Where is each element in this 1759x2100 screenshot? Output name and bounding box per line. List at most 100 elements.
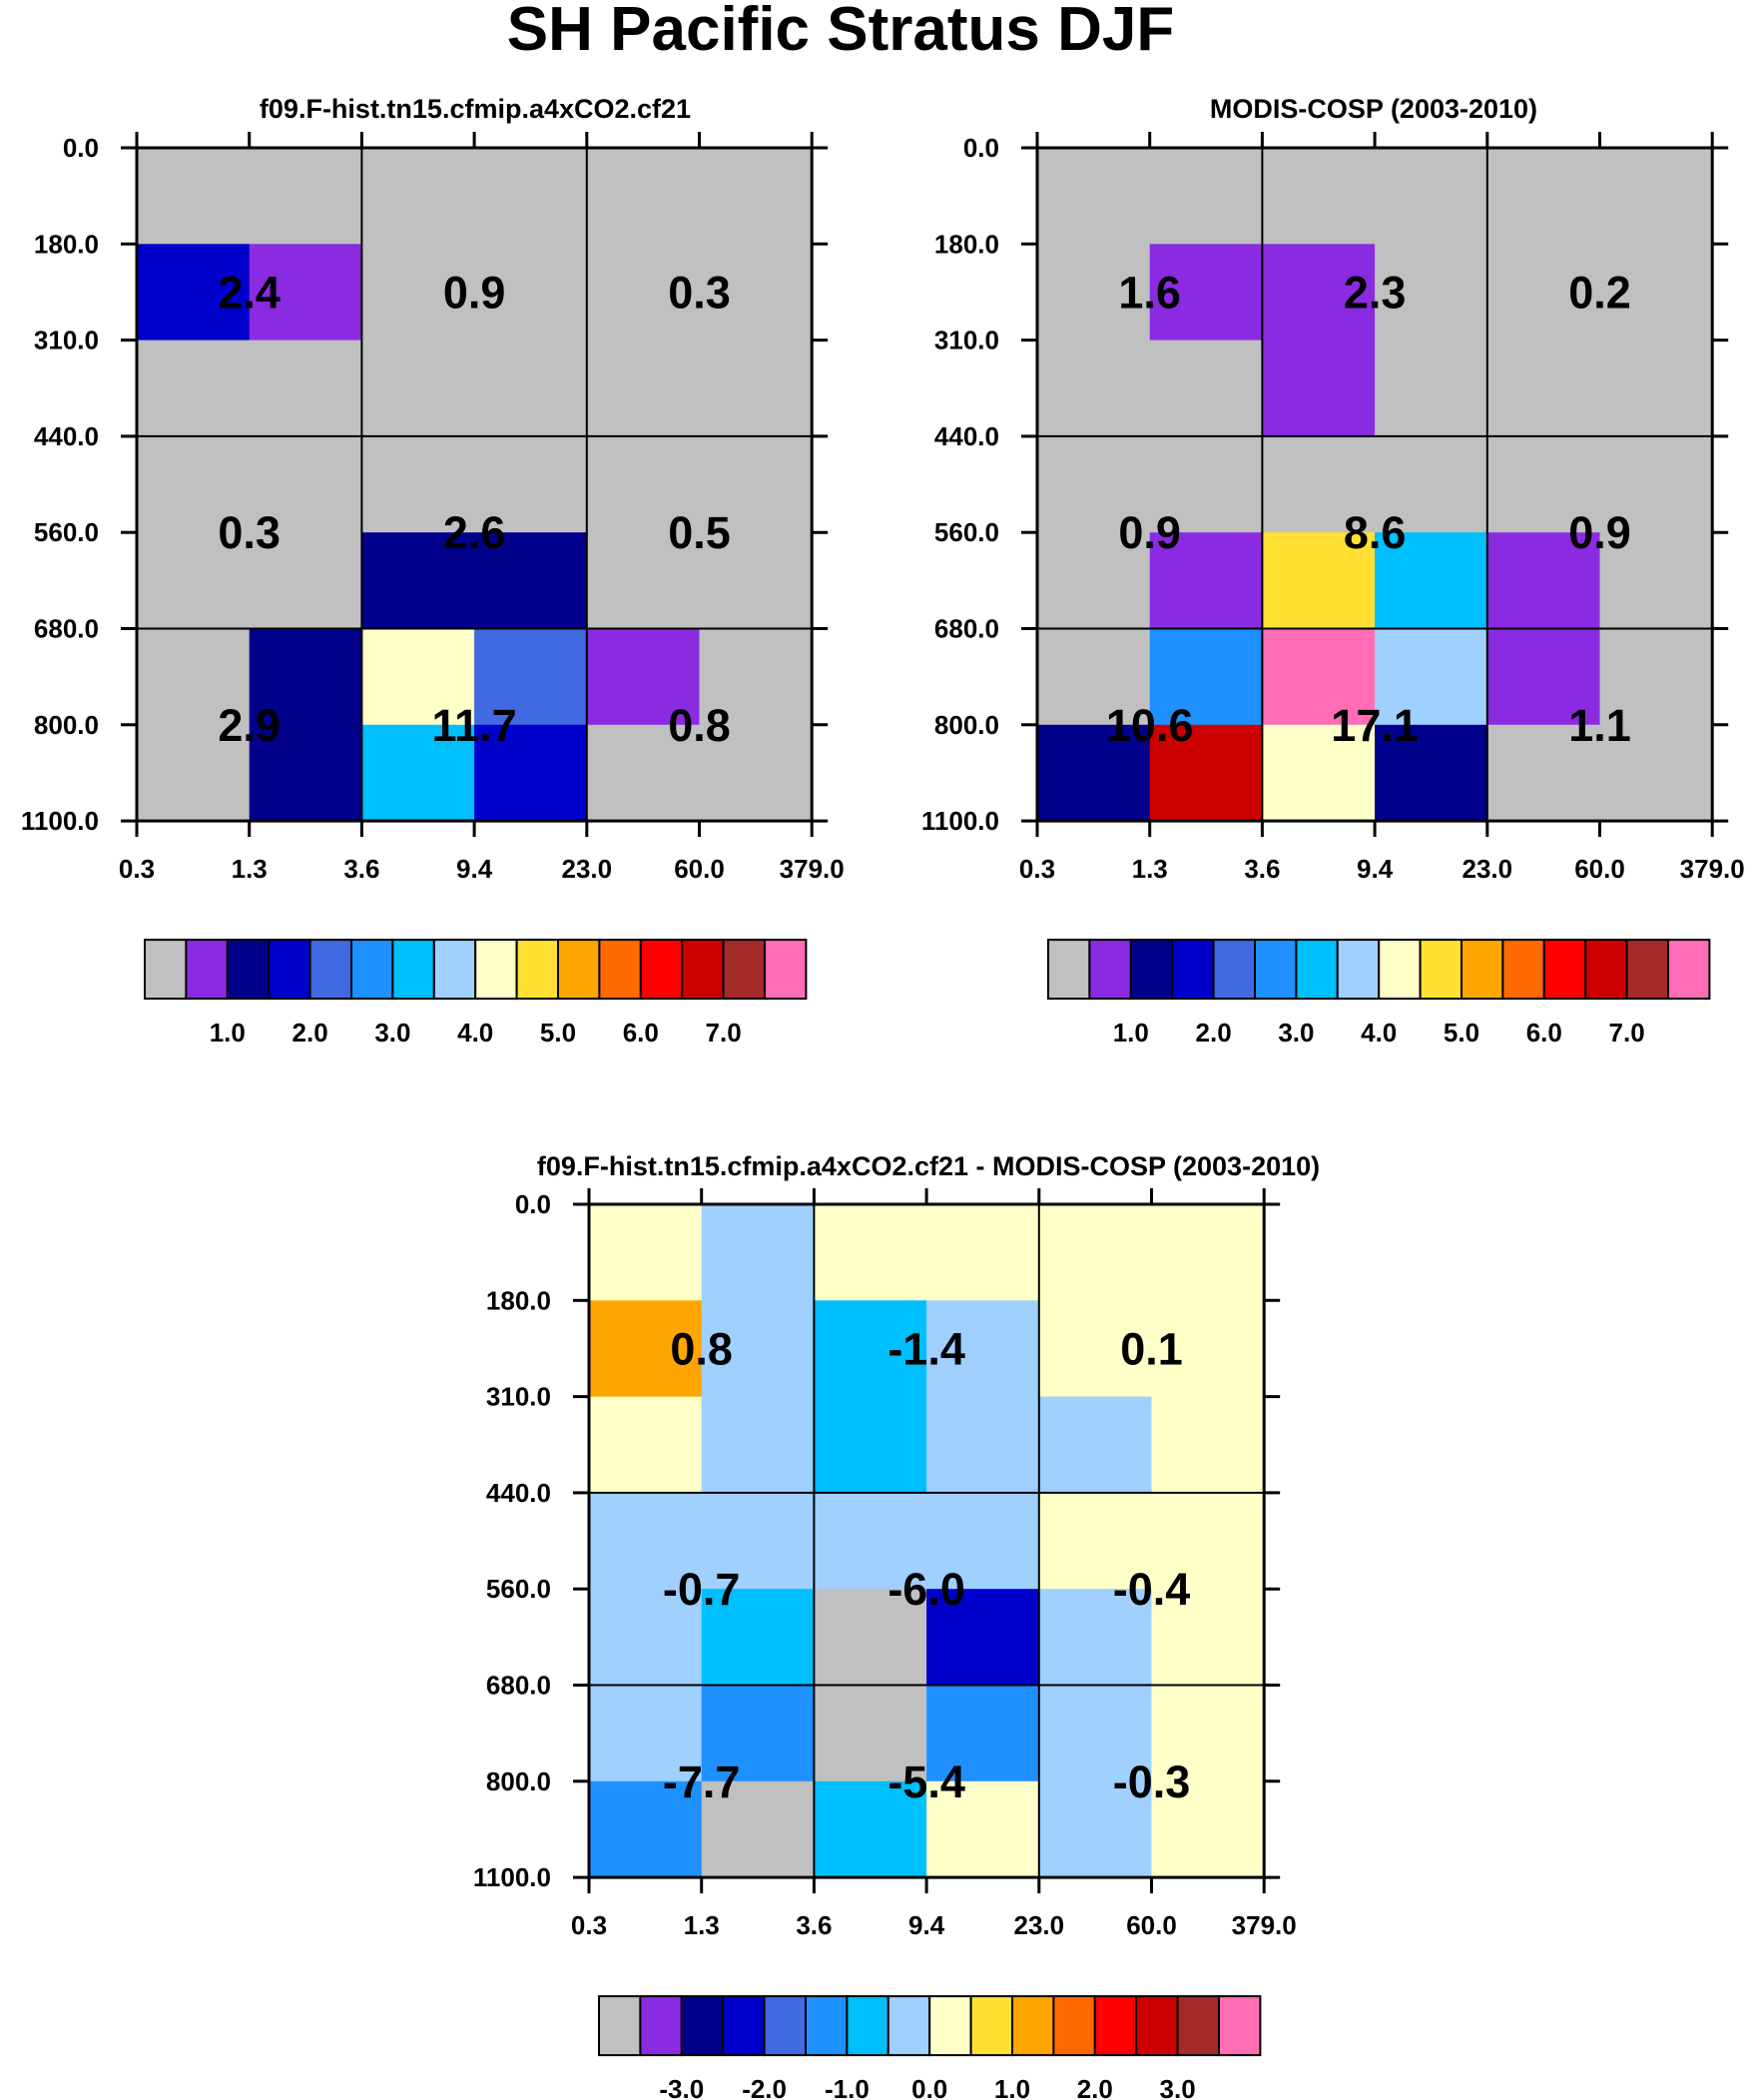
y-tick-label: 1100.0 [21, 806, 99, 836]
heatmap-cell [1375, 724, 1488, 822]
block-value-label: 0.9 [1568, 507, 1631, 558]
y-axis-labels: 0.0 180.0 310.0 440.0 560.0 680.0 800.0 … [473, 1189, 551, 1892]
x-tick-label: 60.0 [1574, 854, 1625, 884]
x-tick-label: 379.0 [1232, 1910, 1297, 1940]
y-tick-label: 560.0 [934, 517, 999, 547]
heatmap-cell [1149, 532, 1263, 630]
heatmap-cell [926, 1492, 1040, 1590]
x-tick-label: 23.0 [1013, 1910, 1064, 1940]
heatmap-cell [1151, 1300, 1265, 1398]
heatmap-cell [1262, 532, 1376, 630]
heatmap-cell [589, 1780, 703, 1878]
colorbar-label: 3.0 [1278, 1018, 1314, 1048]
block-value-labels: 0.8 -1.4 0.1 -0.7 -6.0 -0.4 -7.7 -5.4 -0… [663, 1324, 1190, 1807]
y-tick-label: 440.0 [486, 1478, 551, 1508]
panel-title: f09.F-hist.tn15.cfmip.a4xCO2.cf21 [260, 94, 691, 124]
heatmap-cell [1599, 532, 1713, 630]
block-value-label: 17.1 [1331, 700, 1419, 751]
heatmap-cell [1038, 1396, 1153, 1494]
block-value-label: 0.9 [1118, 507, 1181, 558]
block-value-label: 2.4 [218, 267, 281, 318]
heatmap-cell [1262, 628, 1376, 726]
colorbar-box [1336, 939, 1381, 1001]
heatmap-cell [474, 532, 588, 630]
block-value-label: 8.6 [1344, 507, 1407, 558]
heatmap-cell [701, 1204, 815, 1301]
heatmap-cell [137, 340, 251, 437]
colorbar-box [432, 939, 477, 1001]
x-tick-label: 379.0 [780, 854, 845, 884]
colorbar-label: 1.0 [994, 2074, 1030, 2100]
heatmap-cell [361, 340, 475, 437]
heatmap-cell [589, 1204, 703, 1301]
heatmap-cell [249, 244, 362, 342]
y-tick-label: 310.0 [934, 326, 999, 355]
heatmap-cell [814, 1780, 927, 1878]
heatmap-cell [1149, 340, 1263, 437]
heatmap-cell [1486, 628, 1601, 726]
heatmap-cell [474, 435, 588, 533]
x-tick-label: 9.4 [456, 854, 493, 884]
heatmap-cell [701, 1685, 815, 1782]
colorbar-box [639, 939, 684, 1001]
y-tick-label: 1100.0 [473, 1862, 551, 1892]
heatmap-cell [361, 244, 475, 342]
x-tick-label: 1.3 [1132, 854, 1168, 884]
colorbar-box [639, 1995, 683, 2057]
colorbar-label: 5.0 [1444, 1018, 1479, 1048]
colorbar-label: 4.0 [1361, 1018, 1397, 1048]
x-tick-label: 1.3 [684, 1910, 720, 1940]
heatmap-cell [926, 1685, 1040, 1782]
colorbar-label: 5.0 [540, 1018, 576, 1048]
colorbar-box [969, 1995, 1013, 2057]
y-tick-label: 310.0 [486, 1382, 551, 1412]
block-value-label: 2.9 [218, 700, 281, 751]
block-value-label: 0.3 [218, 507, 281, 558]
block-value-label: 10.6 [1106, 700, 1194, 751]
heatmap-cell [1375, 628, 1488, 726]
panel-title: MODIS-COSP (2003-2010) [1210, 94, 1537, 124]
heatmap-cell [1037, 340, 1151, 437]
heatmap-cell [1375, 244, 1488, 342]
block-value-label: 1.6 [1118, 267, 1181, 318]
y-tick-label: 800.0 [486, 1766, 551, 1796]
heatmap-cell [814, 1396, 927, 1494]
block-value-label: 0.2 [1568, 267, 1631, 318]
heatmap-cell [1151, 1204, 1265, 1301]
heatmap-cell [701, 1780, 815, 1878]
colorbar-box [805, 1995, 849, 2057]
heatmap-cell [249, 435, 362, 533]
heatmap-cell [1037, 628, 1151, 726]
colorbar-box [1047, 939, 1091, 1001]
block-value-label: 0.5 [668, 507, 731, 558]
heatmap-cell [699, 628, 813, 726]
heatmap-cell [1375, 340, 1488, 437]
colorbar-label: 2.0 [1196, 1018, 1232, 1048]
colorbar-box [1584, 939, 1628, 1001]
y-tick-label: 1100.0 [921, 806, 999, 836]
heatmap-cell [1038, 1492, 1153, 1590]
colorbar-box [1501, 939, 1545, 1001]
heatmap-cell [1599, 148, 1713, 245]
axis-ticks [573, 1188, 1281, 1894]
heatmap-cell [1375, 435, 1488, 533]
heatmap-cell [1151, 1780, 1265, 1878]
block-value-label: -1.4 [887, 1324, 965, 1375]
heatmap-cell [1038, 1589, 1153, 1687]
x-tick-label: 9.4 [1357, 854, 1394, 884]
x-tick-label: 3.6 [1244, 854, 1280, 884]
heatmap-cell [1151, 1589, 1265, 1687]
heatmap-cell [1037, 435, 1151, 533]
heatmap-cell [1599, 724, 1713, 822]
heatmap-cell [926, 1589, 1040, 1687]
heatmap-cell [926, 1204, 1040, 1301]
heatmap-cell [1151, 1685, 1265, 1782]
heatmap-cell [1151, 1492, 1265, 1590]
colorbar-box [1052, 1995, 1096, 2057]
heatmap-cell [586, 244, 701, 342]
y-axis-labels: 0.0 180.0 310.0 440.0 560.0 680.0 800.0 … [921, 133, 999, 836]
colorbar-label: -1.0 [825, 2074, 870, 2100]
colorbar-labels: 1.0 2.0 3.0 4.0 5.0 6.0 7.0 [1113, 1018, 1645, 1048]
heatmap-cell [137, 244, 251, 342]
heatmap-cell [1038, 1300, 1153, 1398]
